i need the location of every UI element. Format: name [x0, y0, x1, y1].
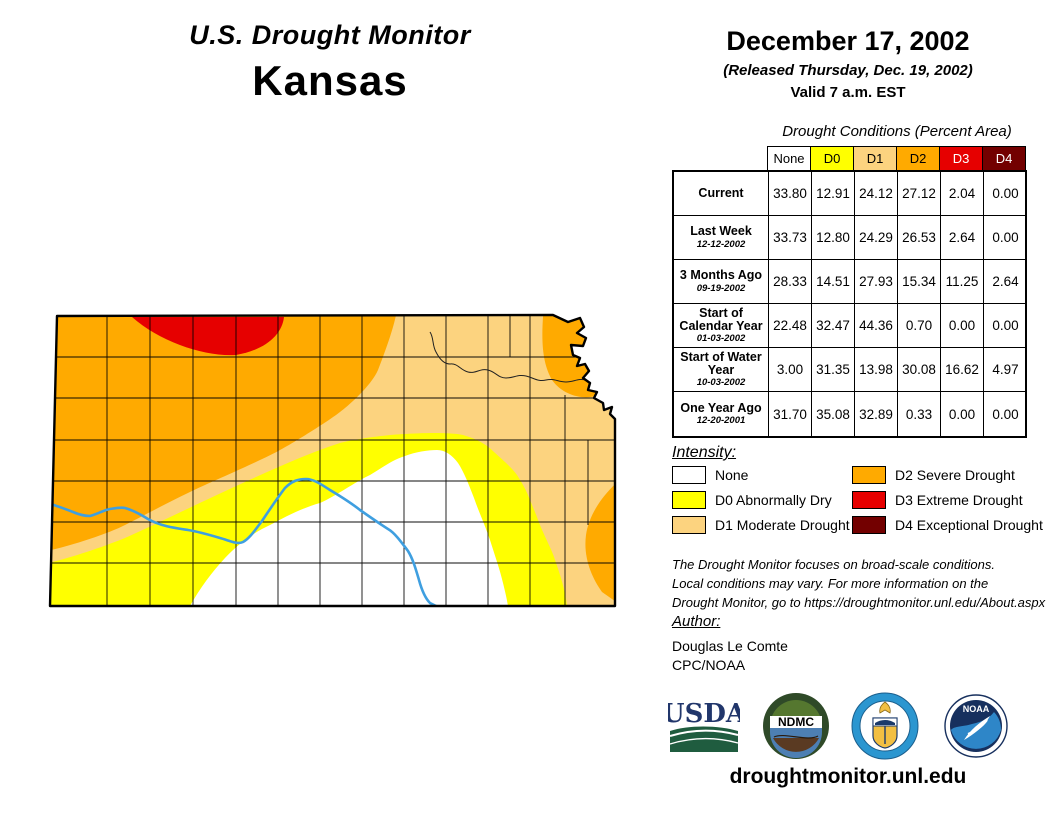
- table-cell: 26.53: [898, 216, 941, 260]
- legend-item-none: None: [672, 466, 748, 484]
- row-label: Last Week 12-12-2002: [674, 216, 769, 260]
- disclaimer-text: The Drought Monitor focuses on broad-sca…: [672, 557, 1046, 610]
- county-grid: [50, 315, 615, 606]
- table-cell: 12.91: [812, 172, 855, 216]
- row-label: One Year Ago 12-20-2001: [674, 392, 769, 436]
- legend-item-d2: D2 Severe Drought: [852, 466, 1015, 484]
- legend-swatch-none: [672, 466, 706, 484]
- released-date: (Released Thursday, Dec. 19, 2002): [723, 62, 973, 79]
- row-label: Start of Calendar Year 01-03-2002: [674, 304, 769, 348]
- table-cell: 28.33: [769, 260, 812, 304]
- drought-region-d2-northwest: [50, 315, 396, 553]
- usda-logo: USDA: [668, 699, 740, 752]
- page-title: U.S. Drought Monitor: [189, 20, 471, 50]
- commerce-logo: [851, 692, 919, 760]
- row-label: Start of Water Year 10-03-2002: [674, 348, 769, 392]
- table-cell: 44.36: [855, 304, 898, 348]
- drought-region-none-bowl: [190, 450, 508, 606]
- table-cell: 15.34: [898, 260, 941, 304]
- table-cell: 0.00: [984, 216, 1027, 260]
- state-outline: [48, 313, 617, 608]
- drought-region-d2-east: [585, 478, 615, 606]
- table-cell: 30.08: [898, 348, 941, 392]
- col-header-d0: D0: [810, 146, 854, 171]
- table-cell: 11.25: [941, 260, 984, 304]
- valid-time: Valid 7 a.m. EST: [790, 84, 906, 101]
- legend-swatch-d3: [852, 491, 886, 509]
- col-header-d3: D3: [939, 146, 983, 171]
- table-body: Current 33.80 12.91 24.12 27.12 2.04 0.0…: [672, 170, 1027, 438]
- ndmc-logo: NDMC: [763, 693, 829, 759]
- author-name: Douglas Le Comte: [672, 638, 788, 654]
- table-cell: 3.00: [769, 348, 812, 392]
- table-cell: 0.33: [898, 392, 941, 436]
- legend-swatch-d1: [672, 516, 706, 534]
- table-cell: 14.51: [812, 260, 855, 304]
- table-cell: 32.89: [855, 392, 898, 436]
- arkansas-river: [50, 477, 438, 606]
- col-header-d1: D1: [853, 146, 897, 171]
- table-header-row: None D0 D1 D2 D3 D4: [767, 146, 1027, 171]
- legend-swatch-d2: [852, 466, 886, 484]
- date-block: December 17, 2002 (Released Thursday, De…: [664, 26, 1032, 101]
- author-heading: Author:: [672, 613, 721, 630]
- legend-swatch-d0: [672, 491, 706, 509]
- site-url[interactable]: droughtmonitor.unl.edu: [729, 765, 967, 788]
- drought-conditions-table: None D0 D1 D2 D3 D4 Current 33.80 12.91 …: [672, 146, 1027, 438]
- table-cell: 27.12: [898, 172, 941, 216]
- usda-logo-text: USDA: [668, 699, 740, 729]
- drought-region-d3: [132, 317, 284, 356]
- table-cell: 31.35: [812, 348, 855, 392]
- map-date: December 17, 2002: [726, 26, 970, 56]
- col-header-d2: D2: [896, 146, 940, 171]
- table-cell: 0.00: [941, 392, 984, 436]
- kansas-river: [429, 331, 587, 383]
- table-cell: 16.62: [941, 348, 984, 392]
- legend-swatch-d4: [852, 516, 886, 534]
- title-block: U.S. Drought Monitor Kansas: [90, 20, 570, 105]
- table-cell: 24.12: [855, 172, 898, 216]
- col-header-none: None: [767, 146, 811, 171]
- table-cell: 33.80: [769, 172, 812, 216]
- table-cell: 2.04: [941, 172, 984, 216]
- legend-item-d0: D0 Abnormally Dry: [672, 491, 832, 509]
- legend-item-d3: D3 Extreme Drought: [852, 491, 1023, 509]
- row-label: Current: [674, 172, 769, 216]
- table-cell: 4.97: [984, 348, 1027, 392]
- legend-item-d4: D4 Exceptional Drought: [852, 516, 1043, 534]
- noaa-logo-text: NOAA: [963, 704, 990, 714]
- legend-item-d1: D1 Moderate Drought: [672, 516, 850, 534]
- table-cell: 24.29: [855, 216, 898, 260]
- noaa-logo: NOAA: [944, 694, 1008, 758]
- col-header-d4: D4: [982, 146, 1026, 171]
- table-cell: 2.64: [941, 216, 984, 260]
- table-cell: 0.70: [898, 304, 941, 348]
- table-caption: Drought Conditions (Percent Area): [782, 123, 1012, 140]
- state-name: Kansas: [252, 57, 408, 104]
- table-cell: 0.00: [984, 304, 1027, 348]
- ndmc-logo-text: NDMC: [778, 715, 814, 729]
- kansas-drought-map: [48, 313, 617, 608]
- table-cell: 32.47: [812, 304, 855, 348]
- table-cell: 13.98: [855, 348, 898, 392]
- table-cell: 12.80: [812, 216, 855, 260]
- table-cell: 0.00: [992, 406, 1019, 422]
- author-org: CPC/NOAA: [672, 657, 746, 673]
- table-cell: 22.48: [769, 304, 812, 348]
- table-cell: 33.73: [769, 216, 812, 260]
- table-cell: 35.08: [812, 392, 855, 436]
- table-cell: 2.64: [984, 260, 1027, 304]
- table-cell: 27.93: [855, 260, 898, 304]
- row-label: 3 Months Ago 09-19-2002: [674, 260, 769, 304]
- legend-title: Intensity:: [672, 444, 737, 461]
- table-cell: 0.00: [941, 304, 984, 348]
- table-cell: 0.00: [984, 172, 1027, 216]
- table-cell: 31.70: [769, 392, 812, 436]
